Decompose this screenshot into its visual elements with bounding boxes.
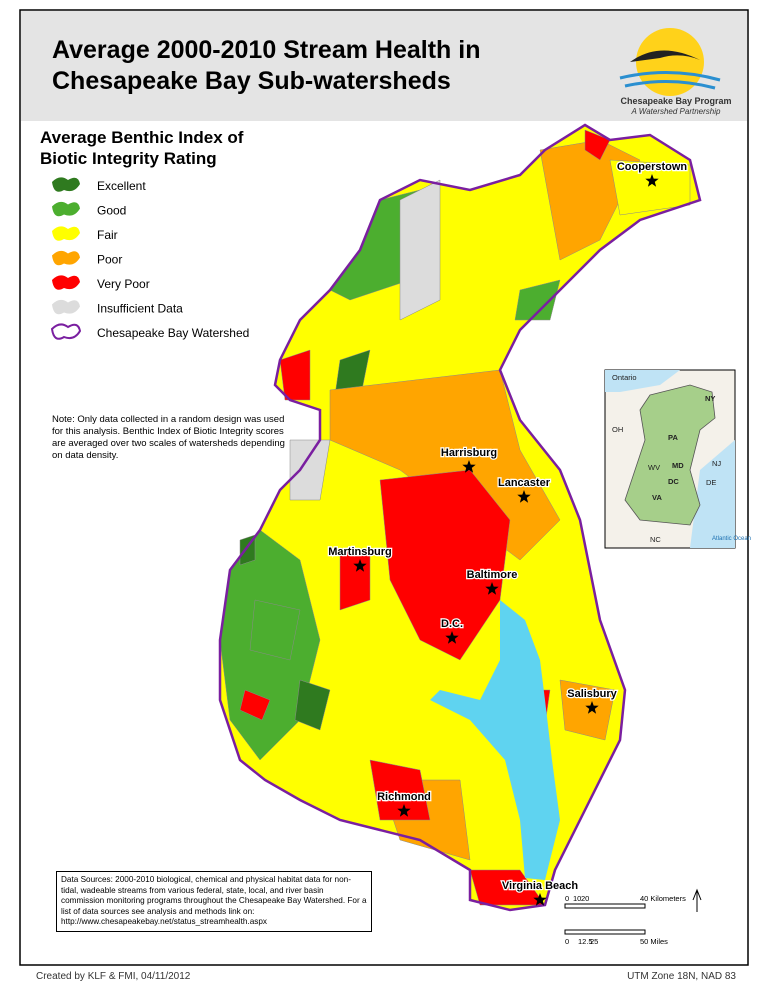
rating-area (249, 599, 301, 661)
inset-label: Atlantic Ocean (712, 536, 751, 542)
inset-label: NY (705, 394, 715, 403)
legend-title: Average Benthic Index of (40, 128, 244, 147)
inset-watershed (624, 384, 716, 526)
city-label: Cooperstown (617, 161, 688, 173)
rating-area (379, 469, 511, 661)
cities: Cooperstown Harrisburg Lancaster Martinsbur… (327, 160, 689, 906)
note: Note: Only data collected in a random de… (52, 414, 285, 461)
scale-label: 25 (590, 937, 598, 946)
inset-label: VA (652, 493, 662, 502)
projection: UTM Zone 18N, NAD 83 (627, 971, 736, 982)
title: Average 2000-2010 Stream Health in (52, 36, 480, 64)
city-label: Martinsburg (328, 546, 392, 558)
rating-area (559, 679, 616, 741)
city-label: Virginia Beach (502, 880, 578, 892)
scale-label: 12.5 (578, 937, 593, 946)
logo-name: Chesapeake Bay Program (620, 96, 731, 106)
bay-water (430, 600, 560, 880)
inset-map: Ontario NY OH PA NJ MD WV DC DE VA NC Atlantic Ocea… (604, 369, 751, 549)
legend-label: Insufficient Data (97, 302, 183, 316)
legend-title: Biotic Integrity Rating (40, 149, 217, 168)
legend-swatch (50, 323, 82, 340)
legend-swatch (52, 275, 80, 290)
legend-swatch (52, 201, 80, 217)
logo-sun (636, 28, 704, 96)
city-star (485, 582, 499, 595)
city-star (533, 893, 547, 906)
city-star (353, 559, 367, 572)
logo-water (619, 70, 721, 90)
inset-label: DC (668, 477, 679, 486)
rating-area (399, 179, 441, 321)
legend-swatch (52, 299, 80, 315)
rating-area (294, 679, 331, 731)
city-label: Salisbury (567, 688, 617, 700)
scale-label: 10 (573, 894, 581, 903)
inset-label: WV (648, 463, 660, 472)
inset-label: MD (672, 461, 684, 470)
watershed-outline (218, 123, 702, 912)
rating-area (279, 349, 311, 401)
city-label: Harrisburg (441, 447, 497, 459)
inset-label: PA (668, 433, 678, 442)
city-star (397, 804, 411, 817)
inset-label: Ontario (612, 373, 637, 382)
inset-ocean (690, 440, 735, 548)
scale-label: 20 (581, 894, 589, 903)
title: Chesapeake Bay Sub-watersheds (52, 67, 451, 95)
legend: Excellent Good Fair Poor Very Poor Insufficie… (50, 177, 249, 340)
header-band (21, 11, 747, 121)
legend-swatch (52, 226, 80, 241)
inset-label: NC (650, 535, 661, 544)
rating-area (239, 689, 271, 721)
inset-lake (605, 370, 680, 392)
city-star (645, 174, 659, 187)
logo-bird (630, 50, 700, 62)
scale-label: 0 (565, 894, 569, 903)
rating-area (609, 159, 691, 216)
north-arrow (692, 888, 702, 912)
logo-tagline: A Watershed Partnership (631, 107, 721, 116)
city-label: D.C. (441, 618, 463, 630)
watershed (218, 123, 702, 912)
city-label: Richmond (377, 791, 431, 803)
legend-swatch (52, 177, 80, 192)
rating-area (514, 279, 561, 321)
scale-label: 50 Miles (640, 937, 668, 946)
legend-label: Chesapeake Bay Watershed (97, 326, 249, 340)
inset-label: DE (706, 478, 716, 487)
inset-label: OH (612, 425, 623, 434)
legend-swatch (52, 250, 80, 266)
legend-label: Very Poor (97, 277, 150, 291)
rating-area (369, 759, 431, 821)
scale-label: 40 Kilometers (640, 894, 686, 903)
city-star (462, 460, 476, 473)
city-label: Baltimore (467, 569, 518, 581)
data-sources: Data Sources: 2000-2010 biological, chem… (56, 871, 372, 932)
credit: Created by KLF & FMI, 04/11/2012 (36, 971, 191, 982)
legend-label: Good (97, 204, 126, 218)
scale-km (564, 903, 646, 909)
legend-label: Fair (97, 228, 118, 242)
inset-labels: Ontario NY OH PA NJ MD WV DC DE VA NC Atlantic Ocea… (612, 373, 751, 544)
city-star (585, 701, 599, 714)
city-star (445, 631, 459, 644)
scale-mi (564, 929, 646, 935)
city-star (517, 490, 531, 503)
rating-area (339, 549, 371, 611)
legend-label: Excellent (97, 179, 146, 193)
scale-bar: 0 10 20 40 Kilometers 0 12.525 50 Miles (564, 894, 686, 946)
inset-label: NJ (712, 459, 721, 468)
legend-label: Poor (97, 253, 122, 267)
city-label: Lancaster (498, 477, 551, 489)
scale-label: 0 (565, 937, 569, 946)
